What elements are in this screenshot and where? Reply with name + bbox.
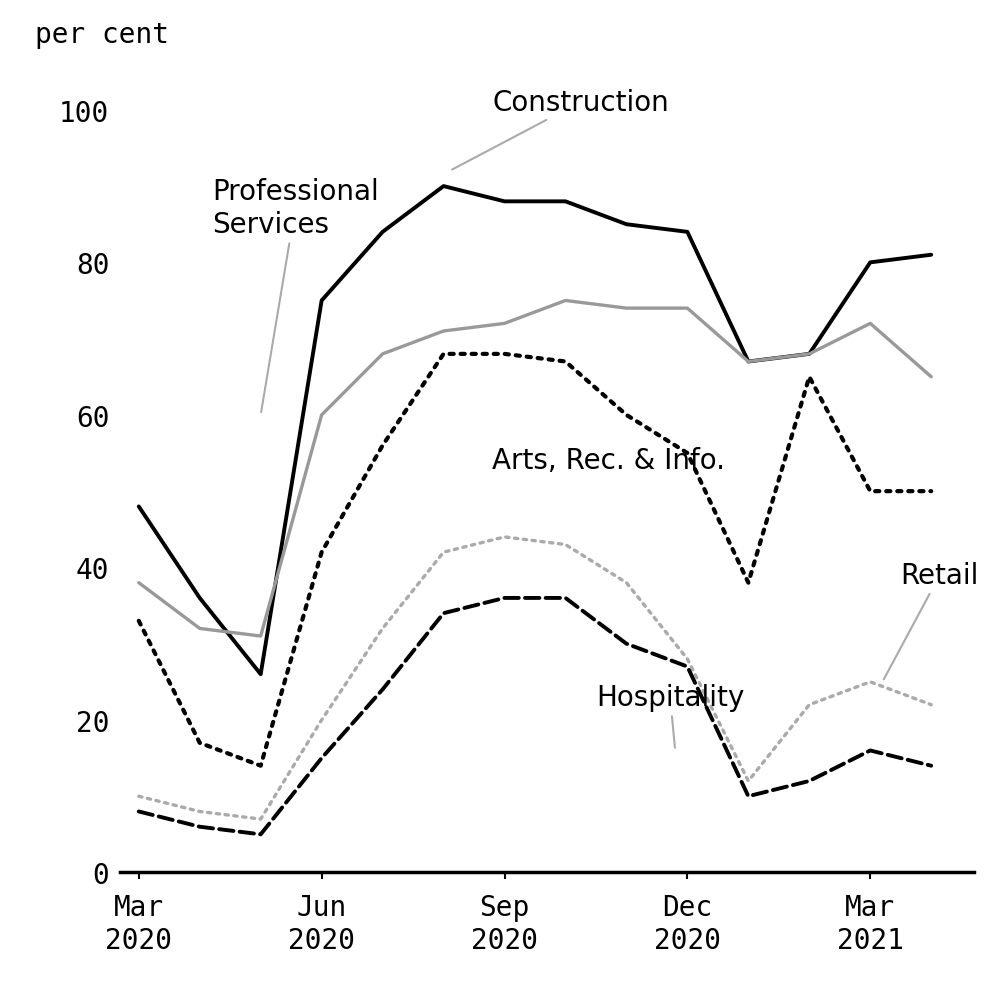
Text: per cent: per cent — [35, 21, 169, 48]
Text: Construction: Construction — [451, 88, 668, 171]
Text: Professional
Services: Professional Services — [212, 179, 378, 413]
Text: Hospitality: Hospitality — [596, 683, 743, 748]
Text: Retail: Retail — [883, 561, 978, 680]
Text: Arts, Rec. & Info.: Arts, Rec. & Info. — [491, 446, 724, 474]
